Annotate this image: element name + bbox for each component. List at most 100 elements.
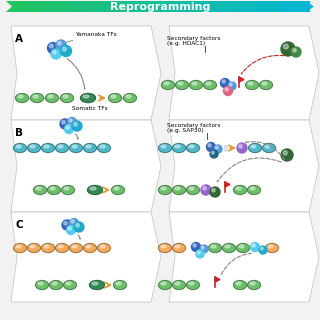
Circle shape [284, 44, 288, 49]
Circle shape [281, 42, 295, 56]
Polygon shape [93, 1, 98, 12]
Ellipse shape [28, 143, 41, 153]
Ellipse shape [83, 95, 89, 98]
Ellipse shape [162, 81, 174, 90]
FancyArrowPatch shape [217, 158, 281, 182]
Polygon shape [97, 1, 101, 12]
Polygon shape [143, 1, 147, 12]
Polygon shape [253, 1, 257, 12]
Ellipse shape [34, 186, 46, 195]
Text: A: A [15, 34, 23, 44]
Polygon shape [44, 1, 48, 12]
Ellipse shape [192, 82, 197, 85]
Polygon shape [181, 1, 185, 12]
Circle shape [67, 226, 76, 235]
Polygon shape [200, 1, 204, 12]
Polygon shape [215, 1, 219, 12]
Polygon shape [74, 1, 79, 12]
Ellipse shape [206, 82, 211, 85]
Circle shape [201, 185, 211, 195]
FancyArrowPatch shape [246, 142, 284, 160]
Circle shape [69, 219, 78, 228]
Ellipse shape [247, 281, 260, 290]
Ellipse shape [36, 281, 49, 290]
Ellipse shape [42, 244, 54, 252]
Text: (e.g. SAP30): (e.g. SAP30) [167, 128, 204, 133]
Circle shape [212, 151, 214, 154]
Ellipse shape [61, 186, 75, 195]
Text: Reprogramming: Reprogramming [110, 2, 210, 12]
Ellipse shape [100, 145, 105, 148]
Ellipse shape [250, 187, 255, 190]
Ellipse shape [247, 186, 260, 195]
Circle shape [228, 82, 236, 90]
Circle shape [51, 49, 61, 59]
Polygon shape [48, 1, 52, 12]
Ellipse shape [266, 244, 278, 252]
Polygon shape [21, 1, 25, 12]
Polygon shape [242, 1, 246, 12]
Ellipse shape [189, 187, 194, 190]
Polygon shape [264, 1, 268, 12]
Ellipse shape [209, 244, 221, 252]
Polygon shape [245, 1, 250, 12]
Ellipse shape [92, 282, 98, 285]
Circle shape [252, 244, 255, 247]
Ellipse shape [15, 93, 28, 102]
Polygon shape [124, 1, 128, 12]
Polygon shape [169, 120, 319, 212]
Ellipse shape [69, 244, 83, 252]
Polygon shape [226, 1, 230, 12]
Polygon shape [230, 1, 234, 12]
Ellipse shape [63, 281, 76, 290]
Circle shape [293, 49, 296, 52]
Ellipse shape [250, 282, 255, 285]
Ellipse shape [50, 187, 55, 190]
Polygon shape [169, 1, 173, 12]
FancyArrowPatch shape [241, 55, 284, 74]
Circle shape [71, 220, 74, 223]
Ellipse shape [164, 82, 169, 85]
Ellipse shape [251, 145, 256, 148]
Circle shape [58, 42, 61, 45]
Ellipse shape [86, 245, 91, 248]
Ellipse shape [249, 143, 261, 153]
FancyArrowPatch shape [221, 253, 251, 275]
Polygon shape [33, 1, 37, 12]
Circle shape [62, 220, 72, 230]
Ellipse shape [187, 143, 199, 153]
FancyArrowPatch shape [67, 59, 85, 89]
Ellipse shape [116, 282, 121, 285]
Ellipse shape [236, 282, 241, 285]
Ellipse shape [234, 186, 246, 195]
Circle shape [214, 145, 222, 153]
Polygon shape [82, 1, 86, 12]
Polygon shape [207, 1, 212, 12]
Polygon shape [188, 1, 193, 12]
Circle shape [47, 43, 59, 53]
Ellipse shape [98, 244, 110, 252]
Polygon shape [116, 1, 120, 12]
Polygon shape [25, 1, 29, 12]
Polygon shape [11, 120, 161, 212]
Circle shape [62, 121, 65, 124]
Polygon shape [127, 1, 132, 12]
Polygon shape [185, 1, 189, 12]
Polygon shape [225, 182, 230, 187]
Ellipse shape [161, 282, 166, 285]
Polygon shape [120, 1, 124, 12]
Circle shape [196, 250, 204, 258]
Ellipse shape [111, 186, 124, 195]
Ellipse shape [44, 145, 49, 148]
Ellipse shape [98, 143, 110, 153]
Ellipse shape [158, 244, 172, 252]
Circle shape [66, 126, 69, 129]
Text: B: B [15, 128, 23, 138]
Polygon shape [211, 1, 215, 12]
Polygon shape [249, 1, 253, 12]
Polygon shape [287, 1, 291, 12]
Ellipse shape [172, 281, 186, 290]
Circle shape [72, 121, 82, 131]
Polygon shape [260, 1, 265, 12]
Ellipse shape [175, 187, 180, 190]
